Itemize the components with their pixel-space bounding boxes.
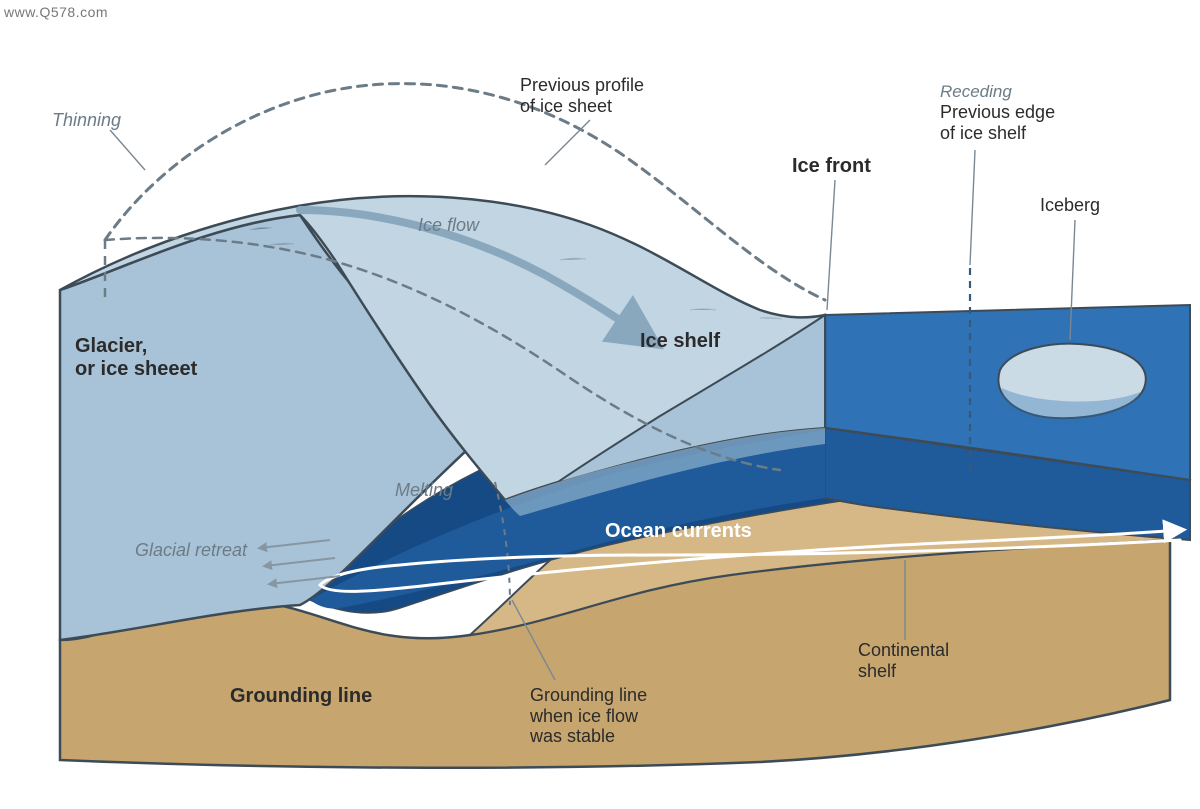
- label-iceberg: Iceberg: [1040, 195, 1100, 216]
- leader-thinning: [110, 130, 145, 170]
- label-ice-flow: Ice flow: [418, 215, 479, 236]
- label-ice-front: Ice front: [792, 155, 871, 178]
- label-glacier: Glacier, or ice sheeet: [75, 335, 197, 381]
- label-grounding-stable: Grounding line when ice flow was stable: [530, 685, 647, 747]
- label-melting: Melting: [395, 480, 453, 501]
- label-grounding-line: Grounding line: [230, 685, 372, 708]
- label-ice-shelf: Ice shelf: [640, 330, 720, 353]
- leader-ice-front: [827, 180, 835, 310]
- label-prev-edge: Previous edge of ice shelf: [940, 102, 1055, 143]
- label-thinning: Thinning: [52, 110, 121, 131]
- leader-prev-profile: [545, 120, 590, 165]
- label-prev-profile: Previous profile of ice sheet: [520, 75, 644, 116]
- label-glacial-retreat: Glacial retreat: [135, 540, 247, 561]
- label-ocean-currents: Ocean currents: [605, 520, 752, 543]
- watermark: www.Q578.com: [4, 4, 108, 20]
- leader-prev-edge: [970, 150, 975, 265]
- label-receding: Receding: [940, 82, 1012, 102]
- label-continental-shelf: Continental shelf: [858, 640, 949, 681]
- diagram-stage: www.Q578.com: [0, 0, 1200, 809]
